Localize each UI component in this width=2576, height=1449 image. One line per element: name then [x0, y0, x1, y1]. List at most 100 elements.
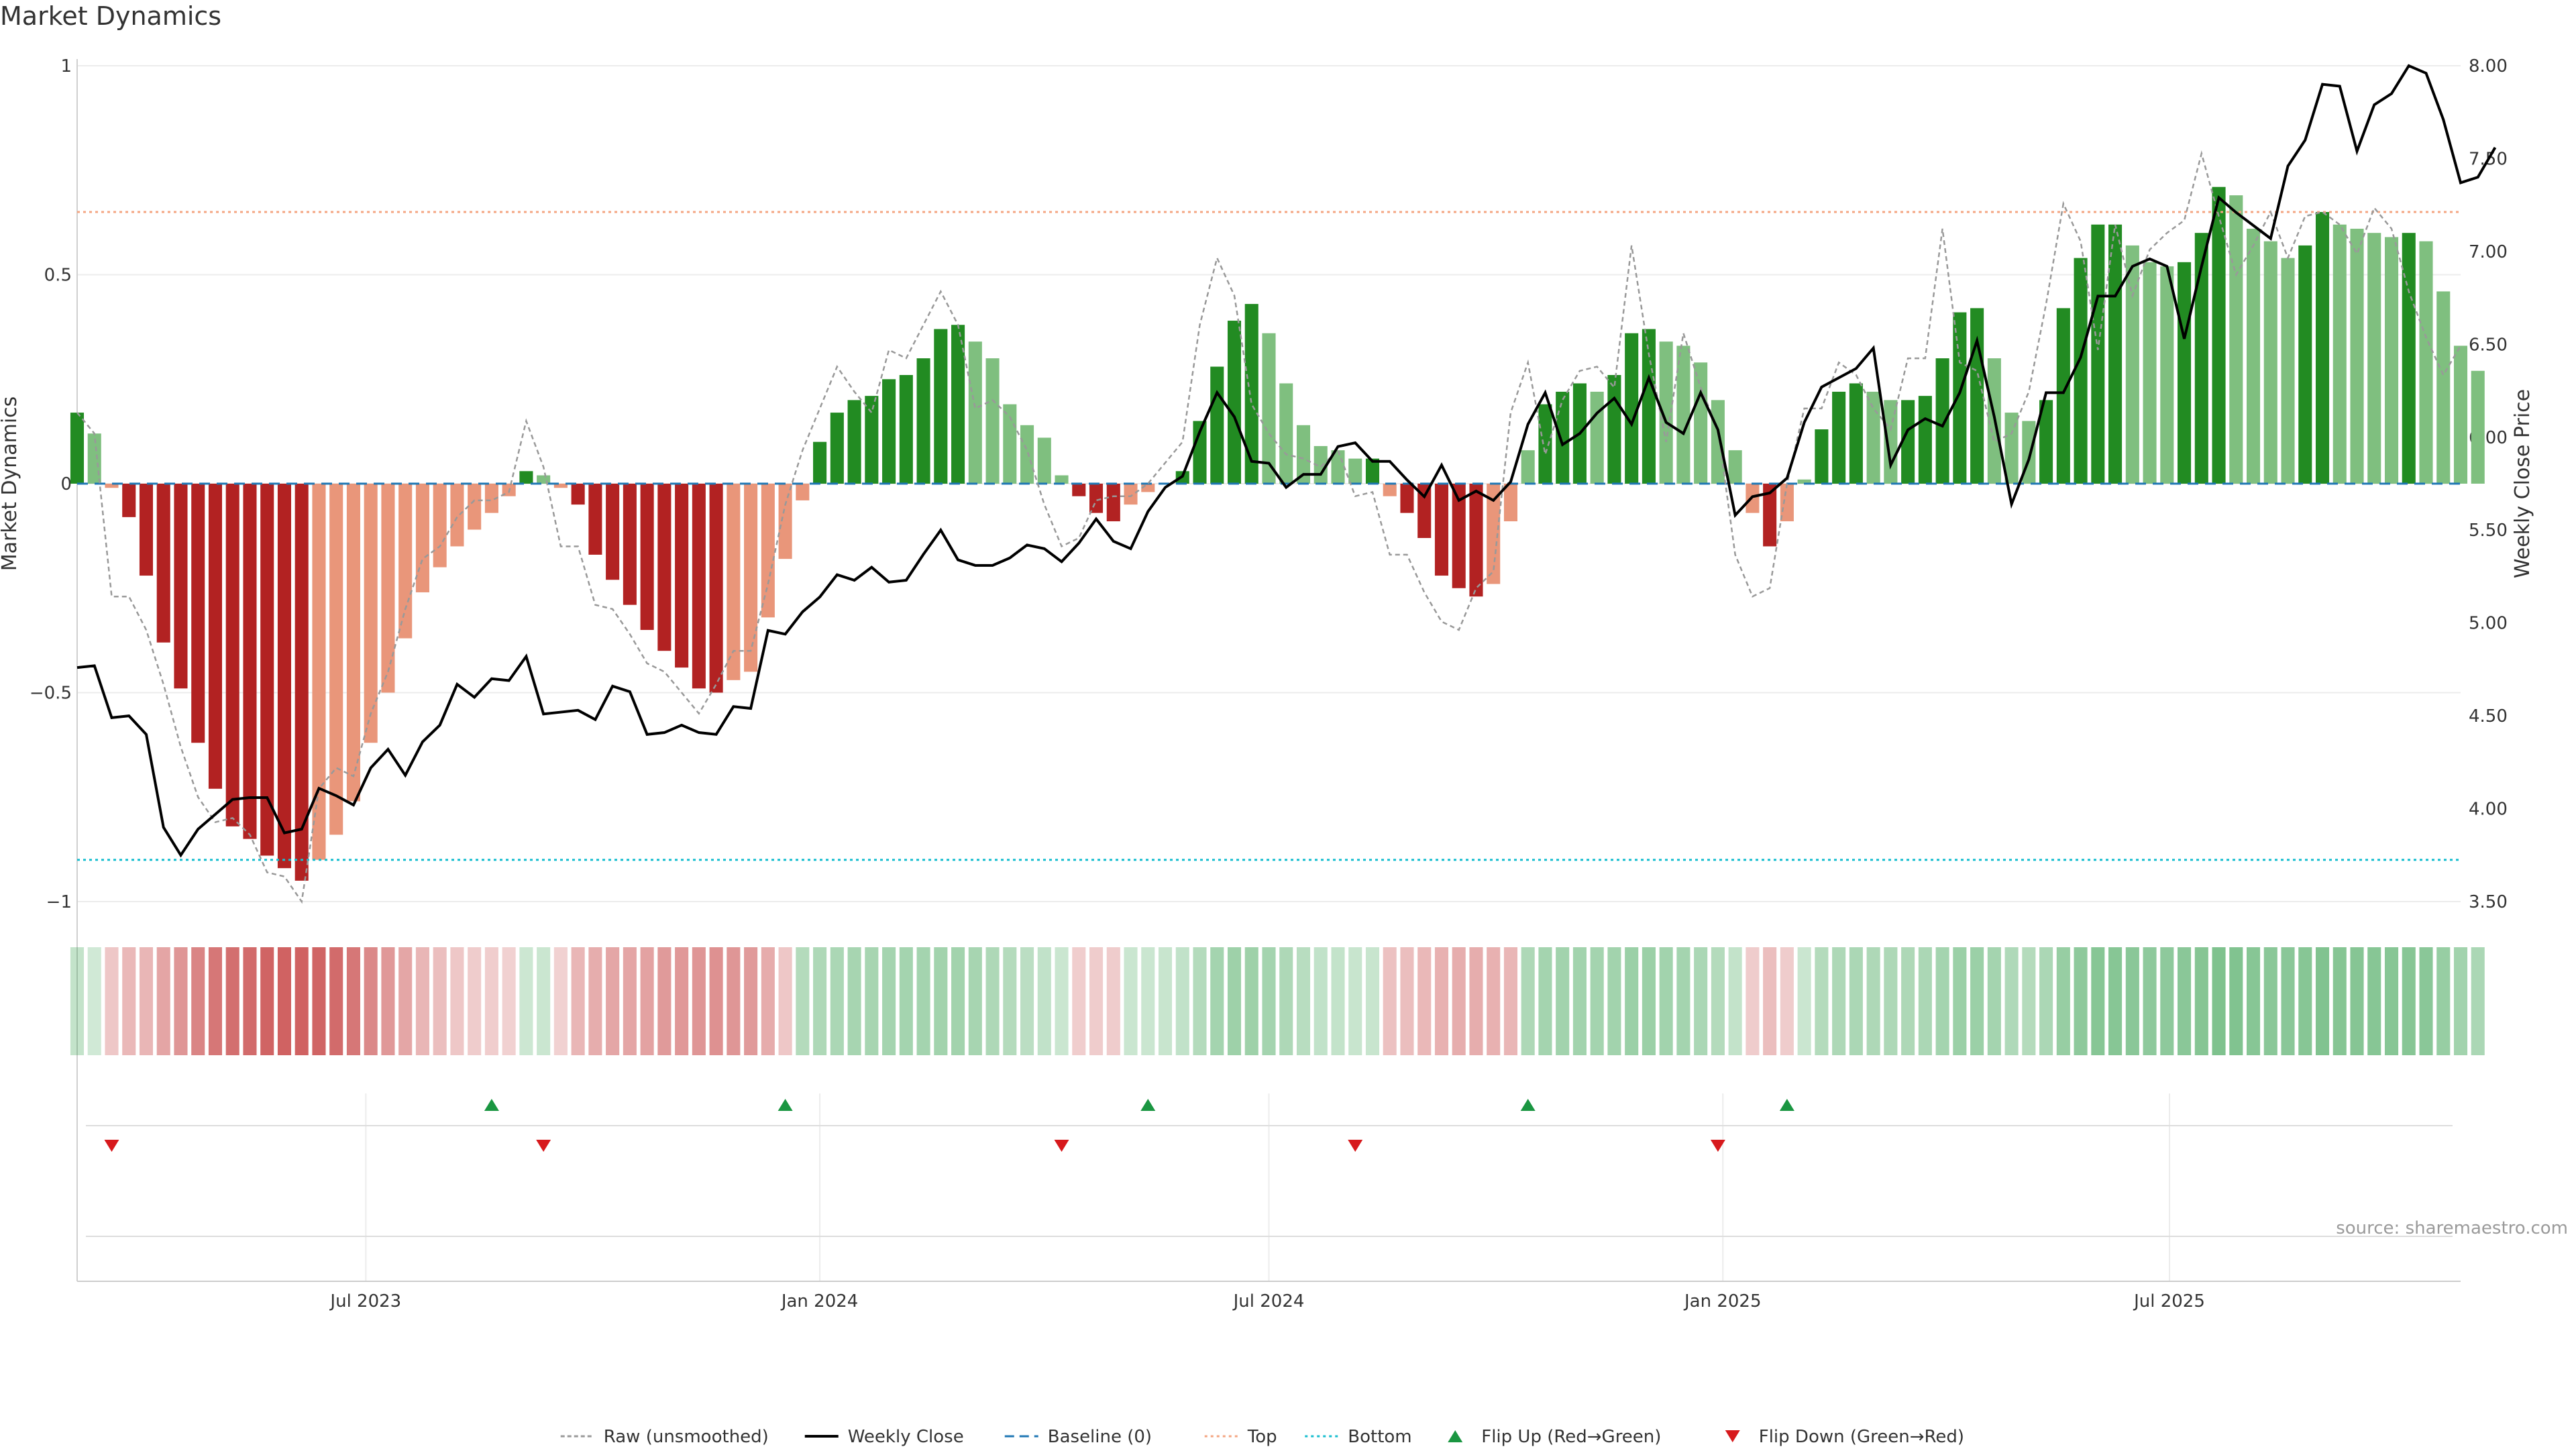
dynamics-bar	[2125, 245, 2139, 484]
heat-strip-cell	[1469, 947, 1483, 1055]
heat-strip-cell	[468, 947, 482, 1055]
heat-strip-cell	[1434, 947, 1449, 1055]
chart-title: Market Dynamics	[0, 1, 222, 31]
legend-item-flip_up: Flip Up (Red→Green)	[1448, 1427, 1661, 1447]
dynamics-bar	[1037, 437, 1051, 484]
heat-strip-cell	[1970, 947, 1984, 1055]
dynamics-bar	[1521, 450, 1535, 484]
y-tick-label: −0.5	[30, 684, 72, 704]
dynamics-bar	[1797, 479, 1811, 484]
heat-strip-cell	[87, 947, 101, 1055]
source-credit: source: sharemaestro.com	[2336, 1218, 2568, 1238]
dynamics-bar	[2315, 212, 2330, 484]
dynamics-bar	[260, 484, 274, 856]
dynamics-bar	[2091, 224, 2105, 484]
y-tick-label: 1	[60, 56, 72, 76]
dynamics-bar	[398, 484, 413, 639]
heat-strip-cell	[1746, 947, 1760, 1055]
y2-tick-label: 4.50	[2469, 706, 2508, 727]
dynamics-bar	[2419, 241, 2433, 484]
dynamics-bar	[468, 484, 482, 530]
heat-strip-cell	[2091, 947, 2105, 1055]
dynamics-bar	[329, 484, 343, 835]
y2-tick-label: 3.50	[2469, 892, 2508, 912]
dynamics-bar	[778, 484, 792, 559]
heat-strip-cell	[1572, 947, 1587, 1055]
heat-strip-cell	[727, 947, 741, 1055]
heat-strip-cell	[450, 947, 464, 1055]
heat-strip-cell	[1227, 947, 1242, 1055]
heat-strip-cell	[2263, 947, 2277, 1055]
dynamics-bar	[2281, 258, 2295, 484]
dynamics-bar	[294, 484, 309, 881]
weekly-close-line	[76, 64, 2497, 858]
dynamics-bar	[225, 484, 239, 826]
dynamics-bar	[1659, 341, 1673, 484]
dynamics-bar	[2074, 258, 2088, 484]
dynamics-bar	[1020, 425, 1034, 484]
heat-strip-cell	[1175, 947, 1189, 1055]
dynamics-bar	[105, 484, 119, 488]
heat-strip-cell	[1348, 947, 1362, 1055]
y2-tick-label: 4.00	[2469, 800, 2508, 820]
dynamics-bar	[1262, 333, 1276, 484]
heat-strip-cell	[329, 947, 343, 1055]
dynamics-bar	[1694, 362, 1708, 484]
heat-strip-cell	[105, 947, 119, 1055]
dynamics-bar	[813, 441, 827, 484]
dynamics-bar	[450, 484, 464, 547]
dynamics-bar	[484, 484, 498, 513]
heat-strip-cell	[1244, 947, 1258, 1055]
dynamics-bar	[1556, 391, 1570, 484]
heat-strip-cell	[1642, 947, 1656, 1055]
dynamics-bar	[1279, 383, 1293, 484]
dynamics-bar	[830, 413, 844, 484]
dynamics-bar	[1815, 429, 1829, 484]
heat-strip-cell	[1262, 947, 1276, 1055]
heat-strip-cell	[174, 947, 188, 1055]
y2-tick-label: 6.50	[2469, 335, 2508, 355]
heat-strip-cell	[2281, 947, 2295, 1055]
y2-tick-label: 8.00	[2469, 56, 2508, 76]
heat-strip-cell	[2315, 947, 2330, 1055]
heat-strip-cell	[1400, 947, 1414, 1055]
heat-strip-cell	[1625, 947, 1639, 1055]
heat-strip-cell	[813, 947, 827, 1055]
heat-strip-cell	[2143, 947, 2157, 1055]
dynamics-bar	[2229, 195, 2243, 484]
dynamics-bar	[1227, 321, 1242, 484]
dynamics-bar	[623, 484, 637, 605]
legend-item-flip_down: Flip Down (Green→Red)	[1725, 1427, 1964, 1447]
heat-strip-cell	[2367, 947, 2381, 1055]
heat-strip-cell	[1313, 947, 1328, 1055]
dynamics-bar	[364, 484, 378, 743]
dynamics-bar	[1296, 425, 1311, 484]
y-axis-title: Market Dynamics	[0, 396, 21, 572]
heat-strip-cell	[1694, 947, 1708, 1055]
flip-down-marker	[536, 1140, 551, 1152]
heat-strip-cell	[1676, 947, 1690, 1055]
heat-strip-cell	[2056, 947, 2070, 1055]
heat-strip-cell	[606, 947, 620, 1055]
flip-down-marker	[104, 1140, 119, 1152]
dynamics-bar	[1089, 484, 1104, 513]
dynamics-bar	[1711, 400, 1725, 484]
heat-strip-cell	[778, 947, 792, 1055]
heat-strip-cell	[519, 947, 533, 1055]
dynamics-bar	[2453, 345, 2468, 484]
dynamics-bar	[2056, 308, 2070, 484]
heat-strip-cell	[1987, 947, 2001, 1055]
dynamics-bar	[1866, 391, 1880, 484]
dynamics-bar	[1935, 358, 1949, 484]
heat-strip-cell	[1417, 947, 1432, 1055]
dynamics-bar	[1365, 458, 1380, 484]
dynamics-bar	[174, 484, 188, 689]
y2-axis-title: Weekly Close Price	[2511, 389, 2534, 578]
heat-strip-cell	[553, 947, 568, 1055]
dynamics-bar	[139, 484, 154, 576]
dynamics-bar	[2263, 241, 2277, 484]
heat-strip-cell	[2298, 947, 2312, 1055]
dynamics-bar	[553, 484, 568, 488]
dynamics-bar	[1625, 333, 1639, 484]
heat-strip-cell	[1953, 947, 1967, 1055]
